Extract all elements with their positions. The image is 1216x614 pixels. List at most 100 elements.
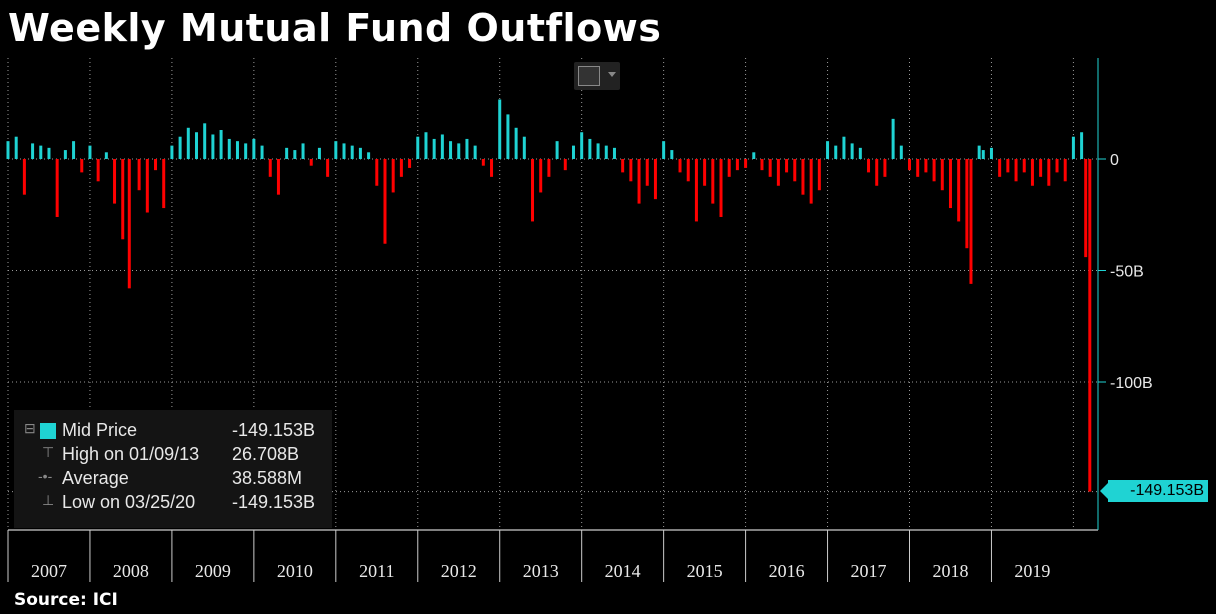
- legend-low-label: Low on 03/25/20: [62, 492, 196, 512]
- high-marker-icon: ⊤: [42, 444, 55, 460]
- bar: [760, 159, 764, 171]
- bar: [531, 159, 535, 222]
- bar: [317, 147, 321, 159]
- bar: [969, 159, 973, 284]
- bar: [358, 147, 362, 159]
- last-value-tag: -149.153B: [1100, 480, 1208, 502]
- bar: [653, 159, 657, 200]
- bar: [711, 159, 715, 204]
- bar: [227, 138, 231, 159]
- bar: [998, 159, 1002, 177]
- bar: [850, 143, 854, 159]
- bar: [88, 145, 92, 159]
- bar: [121, 159, 125, 240]
- bar: [539, 159, 543, 193]
- bar: [383, 159, 387, 244]
- bar: [694, 159, 698, 222]
- bar: [735, 159, 739, 171]
- bar: [899, 145, 903, 159]
- bar: [834, 145, 838, 159]
- bar: [989, 147, 993, 159]
- bar: [547, 159, 551, 177]
- legend-average-value: 38.588M: [232, 468, 303, 488]
- bar: [285, 147, 289, 159]
- bar-series: [6, 99, 1092, 492]
- x-tick-label: 2013: [523, 561, 559, 581]
- bar: [981, 150, 985, 159]
- bar: [154, 159, 158, 171]
- bar: [891, 118, 895, 159]
- bar: [186, 127, 190, 159]
- bar: [276, 159, 280, 195]
- bar: [571, 145, 575, 159]
- x-tick-label: 2014: [605, 561, 641, 581]
- bar: [457, 143, 461, 159]
- low-marker-icon: ⊥: [42, 492, 55, 508]
- bar: [194, 132, 198, 159]
- legend-low-value: -149.153B: [232, 492, 316, 512]
- bar: [219, 130, 223, 159]
- x-tick-label: 2015: [687, 561, 723, 581]
- bar: [776, 159, 780, 186]
- bar: [399, 159, 403, 177]
- x-tick-label: 2007: [31, 561, 67, 581]
- legend-row-average: -•- Average 38.588M: [14, 468, 332, 492]
- bar: [268, 159, 272, 177]
- x-tick-label: 2018: [932, 561, 968, 581]
- bar: [1039, 159, 1043, 177]
- x-tick-label: 2012: [441, 561, 477, 581]
- bar: [768, 159, 772, 177]
- bar: [678, 159, 682, 173]
- bar: [293, 150, 297, 159]
- line-chart-icon: [578, 66, 600, 86]
- bar: [563, 159, 567, 171]
- bar: [940, 159, 944, 191]
- bar: [924, 159, 928, 173]
- bar: [350, 145, 354, 159]
- bar: [342, 143, 346, 159]
- legend-swatch: [40, 423, 56, 439]
- bar: [63, 150, 67, 159]
- bar: [211, 134, 215, 159]
- bar: [1080, 132, 1084, 159]
- bar: [334, 141, 338, 159]
- legend-high-label: High on 01/09/13: [62, 444, 200, 464]
- bar: [1047, 159, 1051, 186]
- bar: [440, 134, 444, 159]
- bar: [170, 145, 174, 159]
- bar: [14, 136, 18, 159]
- chart-type-button[interactable]: [574, 62, 620, 90]
- source-note: Source: ICI: [14, 590, 118, 610]
- collapse-icon[interactable]: ⊟: [24, 420, 36, 436]
- bar: [244, 143, 248, 159]
- bar: [793, 159, 797, 182]
- bar: [1014, 159, 1018, 182]
- bar: [375, 159, 379, 186]
- bar: [424, 132, 428, 159]
- bar: [965, 159, 969, 249]
- bar: [432, 138, 436, 159]
- x-tick-label: 2017: [851, 561, 887, 581]
- bar: [629, 159, 633, 182]
- bar: [178, 136, 182, 159]
- bar: [670, 150, 674, 159]
- x-tick-label: 2019: [1014, 561, 1050, 581]
- legend-average-label: Average: [62, 468, 129, 488]
- legend-box: ⊟ Mid Price -149.153B ⊤ High on 01/09/13…: [14, 410, 332, 528]
- bar: [408, 159, 412, 168]
- legend-mid-label: Mid Price: [62, 420, 138, 440]
- bar: [1006, 159, 1010, 173]
- bar: [1071, 136, 1075, 159]
- bar: [367, 152, 371, 159]
- y-tick-label: -100B: [1110, 375, 1153, 392]
- bar: [162, 159, 166, 209]
- bar: [580, 132, 584, 159]
- bar: [662, 141, 666, 159]
- bar: [727, 159, 731, 177]
- bar: [72, 141, 76, 159]
- bar: [744, 159, 748, 168]
- chevron-down-icon: [608, 72, 616, 77]
- bar: [145, 159, 149, 213]
- bar: [514, 127, 518, 159]
